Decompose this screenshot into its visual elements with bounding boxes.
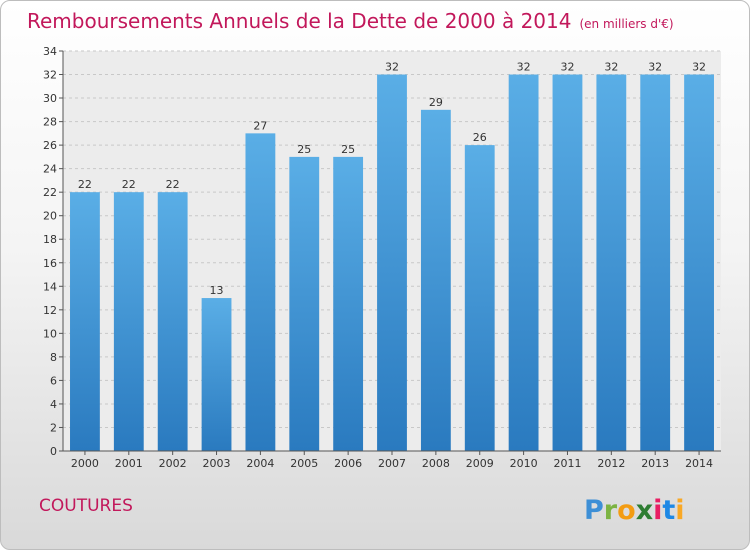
- bar: [201, 298, 232, 451]
- svg-text:Proxiti: Proxiti: [584, 495, 685, 526]
- y-tick-label: 8: [50, 351, 57, 364]
- data-label: 25: [297, 143, 311, 156]
- data-label: 25: [341, 143, 355, 156]
- bar: [420, 109, 451, 451]
- x-tick-label: 2006: [334, 457, 362, 470]
- y-tick-label: 28: [43, 116, 57, 129]
- data-label: 32: [560, 61, 574, 74]
- chart-title: Remboursements Annuels de la Dette de 20…: [27, 9, 674, 33]
- data-label: 22: [78, 178, 92, 191]
- y-tick-label: 32: [43, 69, 57, 82]
- data-label: 32: [517, 61, 531, 74]
- bar: [377, 74, 407, 451]
- data-label: 13: [210, 284, 224, 297]
- y-tick-label: 10: [43, 327, 57, 340]
- y-tick-label: 12: [43, 304, 57, 317]
- x-tick-label: 2007: [378, 457, 406, 470]
- data-label: 22: [122, 178, 136, 191]
- x-tick-label: 2011: [553, 457, 581, 470]
- x-tick-label: 2000: [71, 457, 99, 470]
- bar: [157, 192, 188, 452]
- y-tick-label: 6: [50, 374, 57, 387]
- y-tick-label: 22: [43, 186, 57, 199]
- x-tick-label: 2013: [641, 457, 669, 470]
- y-tick-label: 30: [43, 92, 57, 105]
- x-tick-label: 2010: [510, 457, 538, 470]
- y-tick-label: 14: [43, 280, 57, 293]
- data-label: 32: [692, 61, 706, 74]
- data-label: 32: [604, 61, 618, 74]
- title-unit: (en milliers d'€): [579, 17, 674, 31]
- bars: 22 22 22 13 27 25 25 32 29 26 32 32 32 32 32: [70, 61, 714, 452]
- x-tick-label: 2003: [203, 457, 231, 470]
- y-tick-label: 34: [43, 45, 57, 58]
- x-tick-label: 2009: [466, 457, 494, 470]
- data-label: 26: [473, 131, 487, 144]
- bar: [245, 133, 276, 451]
- commune-name: COUTURES: [39, 496, 133, 516]
- data-label: 32: [385, 61, 399, 74]
- bar: [70, 192, 100, 452]
- title-main: Remboursements Annuels de la Dette de 20…: [27, 9, 572, 33]
- bar: [113, 192, 144, 452]
- x-tick-label: 2005: [290, 457, 318, 470]
- data-label: 29: [429, 96, 443, 109]
- y-tick-label: 20: [43, 210, 57, 223]
- data-label: 27: [253, 119, 267, 132]
- x-tick-label: 2008: [422, 457, 450, 470]
- y-tick-label: 24: [43, 163, 57, 176]
- y-tick-label: 2: [50, 421, 57, 434]
- x-tick-label: 2012: [597, 457, 625, 470]
- x-tick-label: 2001: [115, 457, 143, 470]
- y-tick-label: 4: [50, 398, 57, 411]
- x-tick-label: 2004: [246, 457, 274, 470]
- x-tick-label: 2002: [159, 457, 187, 470]
- y-tick-label: 26: [43, 139, 57, 152]
- x-tick-label: 2014: [685, 457, 713, 470]
- bar: [684, 74, 714, 451]
- bar: [289, 156, 320, 451]
- bar: [333, 156, 364, 451]
- bar: [464, 145, 495, 451]
- bar: [552, 74, 583, 451]
- bar: [596, 74, 627, 451]
- y-tick-label: 16: [43, 257, 57, 270]
- y-tick-label: 18: [43, 233, 57, 246]
- proxiti-logo: Proxiti: [584, 495, 685, 526]
- data-label: 22: [166, 178, 180, 191]
- bar: [508, 74, 539, 451]
- y-tick-label: 0: [50, 445, 57, 458]
- bar: [640, 74, 671, 451]
- data-label: 32: [648, 61, 662, 74]
